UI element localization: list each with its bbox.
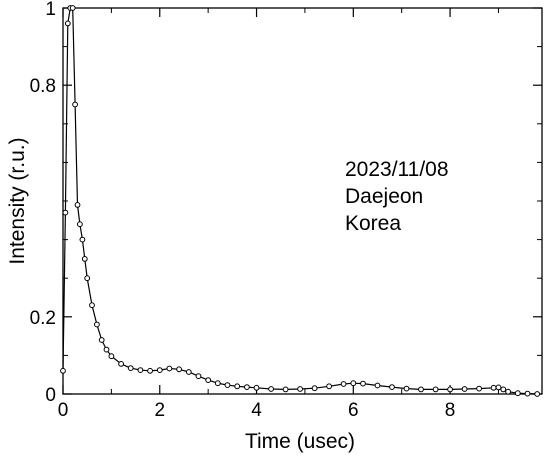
data-point — [224, 382, 231, 389]
data-point — [418, 386, 424, 393]
data-point — [297, 386, 304, 392]
data-point — [534, 391, 541, 397]
data-point — [524, 390, 531, 397]
y-axis-ticks: 0 0.2 0.8 1 — [30, 0, 542, 406]
annotation-city: Daejeon — [345, 185, 423, 208]
y-tick-label: 0 — [45, 385, 56, 406]
data-point — [166, 365, 173, 372]
y-tick-label: 1 — [45, 0, 56, 20]
data-point — [514, 390, 521, 397]
data-point — [94, 321, 100, 328]
series-line — [62, 7, 538, 395]
data-point — [500, 386, 507, 393]
data-point — [253, 384, 260, 391]
x-axis-label: Time (usec) — [245, 430, 355, 453]
data-point — [147, 367, 154, 374]
data-point — [340, 381, 347, 387]
data-point — [403, 385, 410, 392]
data-point — [311, 385, 318, 392]
annotation-date: 2023/11/08 — [345, 158, 449, 181]
data-point — [244, 384, 250, 391]
data-point — [89, 302, 95, 309]
x-tick-label: 2 — [154, 400, 165, 421]
data-point — [234, 383, 241, 390]
data-point — [79, 236, 86, 243]
y-axis-label: Intensity (r.u.) — [6, 137, 29, 264]
data-point — [461, 386, 468, 392]
data-point — [350, 380, 357, 387]
data-point — [137, 367, 144, 374]
data-point — [326, 383, 333, 390]
data-point — [495, 384, 502, 391]
y-tick-label: 0.2 — [30, 308, 56, 329]
data-point — [195, 373, 202, 380]
series-layer — [60, 5, 541, 397]
data-point — [389, 384, 395, 391]
data-point — [447, 386, 454, 393]
x-axis-ticks: 0 2 4 6 8 — [58, 8, 499, 421]
data-point — [432, 386, 439, 393]
y-tick-label: 0.8 — [30, 76, 56, 97]
x-tick-label: 6 — [348, 400, 359, 421]
plot-frame — [62, 7, 543, 395]
data-point — [62, 209, 69, 216]
annotation-country: Korea — [345, 212, 401, 235]
data-point — [156, 367, 163, 374]
data-point — [205, 377, 212, 384]
data-point — [282, 386, 289, 393]
data-point — [505, 388, 512, 395]
x-tick-label: 0 — [58, 400, 69, 421]
data-point — [72, 101, 78, 108]
data-point — [98, 337, 105, 343]
data-point — [214, 380, 221, 387]
data-point — [268, 386, 275, 392]
data-point — [476, 385, 483, 392]
data-point — [103, 346, 110, 353]
data-point — [84, 275, 91, 282]
data-point — [176, 366, 183, 373]
data-point — [81, 256, 88, 262]
x-tick-label: 4 — [251, 400, 262, 421]
data-point — [64, 20, 71, 27]
data-point — [74, 202, 81, 208]
data-point — [127, 365, 134, 372]
data-point — [60, 367, 66, 374]
data-point — [185, 369, 192, 375]
data-point — [108, 353, 115, 360]
data-point — [77, 221, 83, 228]
x-tick-label: 8 — [445, 400, 456, 421]
data-point — [490, 384, 497, 391]
data-point — [360, 380, 366, 387]
data-point — [69, 5, 76, 11]
data-point — [374, 382, 381, 389]
data-point — [118, 361, 124, 367]
